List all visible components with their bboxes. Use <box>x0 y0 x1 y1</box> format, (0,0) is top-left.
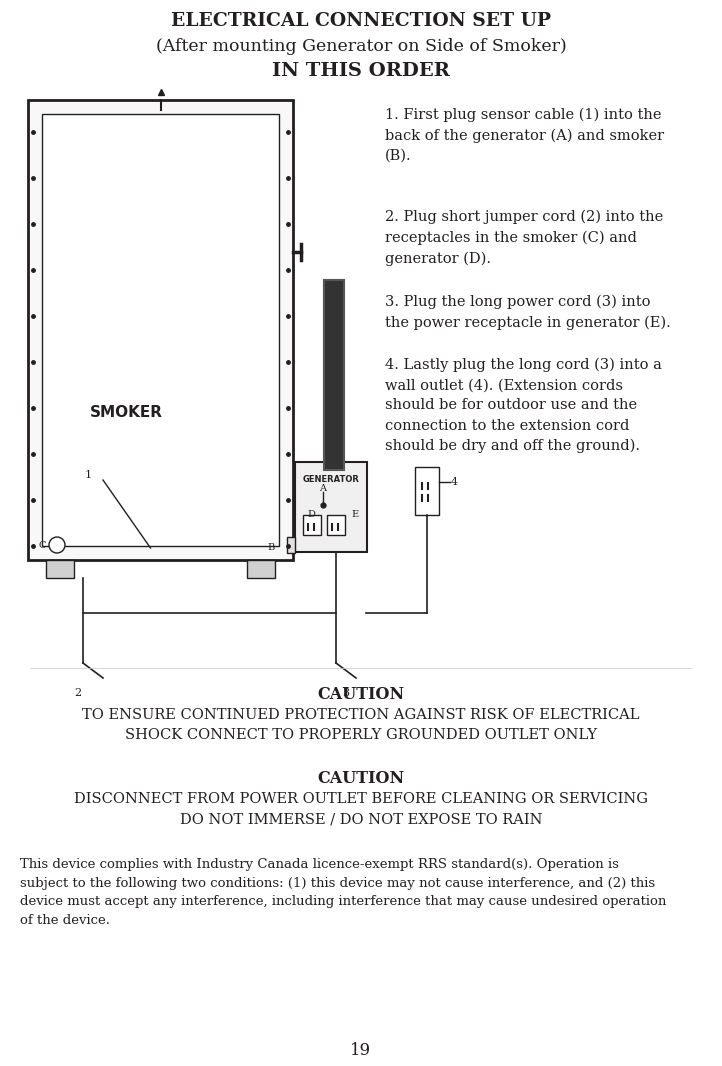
Text: 1: 1 <box>84 470 92 480</box>
Bar <box>324 280 344 470</box>
Circle shape <box>49 537 65 553</box>
Text: IN THIS ORDER: IN THIS ORDER <box>272 62 450 80</box>
Text: TO ENSURE CONTINUED PROTECTION AGAINST RISK OF ELECTRICAL
SHOCK CONNECT TO PROPE: TO ENSURE CONTINUED PROTECTION AGAINST R… <box>82 708 640 742</box>
Bar <box>327 515 345 535</box>
Text: DISCONNECT FROM POWER OUTLET BEFORE CLEANING OR SERVICING
DO NOT IMMERSE / DO NO: DISCONNECT FROM POWER OUTLET BEFORE CLEA… <box>74 792 648 826</box>
Text: 2: 2 <box>74 688 82 698</box>
Bar <box>247 560 275 578</box>
Bar <box>303 515 321 535</box>
Bar <box>415 467 439 515</box>
Text: 1. First plug sensor cable (1) into the
back of the generator (A) and smoker
(B): 1. First plug sensor cable (1) into the … <box>385 108 664 163</box>
Text: GENERATOR: GENERATOR <box>303 475 360 484</box>
Text: 3: 3 <box>342 688 349 698</box>
Text: CAUTION: CAUTION <box>318 687 404 702</box>
Text: B: B <box>268 543 275 551</box>
Text: E: E <box>352 510 359 519</box>
Text: SMOKER: SMOKER <box>90 405 162 420</box>
Text: This device complies with Industry Canada licence-exempt RRS standard(s). Operat: This device complies with Industry Canad… <box>20 858 666 926</box>
Text: A: A <box>320 484 326 492</box>
Bar <box>287 537 295 553</box>
Text: 2. Plug short jumper cord (2) into the
receptacles in the smoker (C) and
generat: 2. Plug short jumper cord (2) into the r… <box>385 210 664 265</box>
Bar <box>295 462 367 552</box>
Text: C: C <box>38 540 45 549</box>
Text: 19: 19 <box>350 1041 372 1059</box>
Text: CAUTION: CAUTION <box>318 770 404 787</box>
Text: 4: 4 <box>451 477 458 487</box>
Text: D: D <box>307 510 315 519</box>
Text: ELECTRICAL CONNECTION SET UP: ELECTRICAL CONNECTION SET UP <box>171 12 551 30</box>
Bar <box>46 560 74 578</box>
Bar <box>28 100 293 560</box>
Text: 4. Lastly plug the long cord (3) into a
wall outlet (4). (Extension cords
should: 4. Lastly plug the long cord (3) into a … <box>385 358 662 453</box>
Bar <box>42 114 279 546</box>
Text: (After mounting Generator on Side of Smoker): (After mounting Generator on Side of Smo… <box>156 38 566 55</box>
Text: 3. Plug the long power cord (3) into
the power receptacle in generator (E).: 3. Plug the long power cord (3) into the… <box>385 295 671 330</box>
